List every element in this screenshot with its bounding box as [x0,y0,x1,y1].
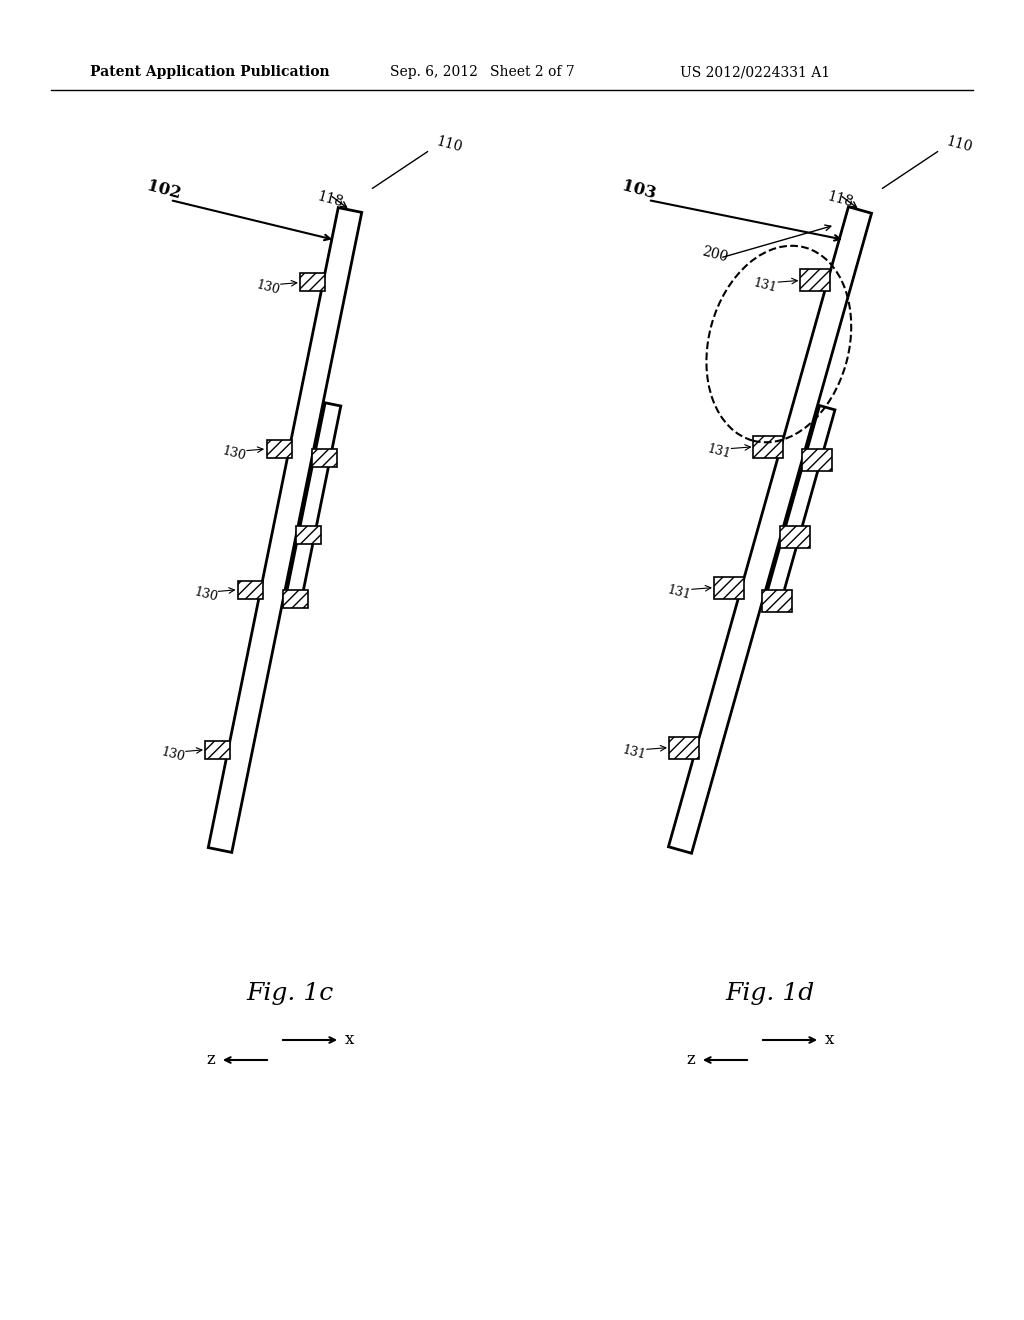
Text: x: x [345,1031,354,1048]
Text: 118: 118 [825,190,855,210]
Bar [311,449,337,467]
Polygon shape [765,405,835,602]
Text: 118: 118 [315,190,345,210]
Text: z: z [206,1052,215,1068]
Bar [762,590,792,612]
Text: US 2012/0224331 A1: US 2012/0224331 A1 [680,65,830,79]
Text: 130: 130 [221,445,248,463]
Text: 130: 130 [255,279,282,297]
Text: 131: 131 [666,583,692,602]
Text: 130: 130 [160,746,186,764]
Bar [238,581,263,599]
Text: Sheet 2 of 7: Sheet 2 of 7 [490,65,574,79]
Bar [283,590,308,607]
Bar [669,737,699,759]
Bar [801,269,830,292]
Polygon shape [286,403,341,602]
Polygon shape [208,207,361,853]
Text: 131: 131 [621,743,647,762]
Text: 131: 131 [706,442,732,461]
Text: 102: 102 [145,177,183,203]
Bar [266,440,292,458]
Bar [300,273,326,292]
Text: z: z [686,1052,695,1068]
Bar [296,525,321,544]
Bar [801,269,830,292]
Bar [669,737,699,759]
Bar [238,581,263,599]
Bar [714,577,743,598]
Bar [206,741,230,759]
Text: 131: 131 [752,276,778,294]
Text: Sep. 6, 2012: Sep. 6, 2012 [390,65,478,79]
Bar [780,527,810,548]
Text: Patent Application Publication: Patent Application Publication [90,65,330,79]
Bar [802,449,831,471]
Bar [300,273,326,292]
Bar [283,590,308,607]
Text: Fig. 1d: Fig. 1d [725,982,815,1005]
Text: 103: 103 [620,177,657,203]
Bar [266,440,292,458]
Bar [714,577,743,598]
Bar [311,449,337,467]
Text: Fig. 1c: Fig. 1c [247,982,334,1005]
Bar [296,525,321,544]
Text: 110: 110 [435,135,464,156]
Bar [762,590,792,612]
Polygon shape [669,207,871,853]
Bar [754,436,783,458]
Bar [206,741,230,759]
Text: 130: 130 [193,585,219,605]
Bar [780,527,810,548]
Bar [754,436,783,458]
Text: x: x [825,1031,835,1048]
Text: 110: 110 [945,135,974,156]
Text: 200: 200 [700,244,729,265]
Bar [802,449,831,471]
